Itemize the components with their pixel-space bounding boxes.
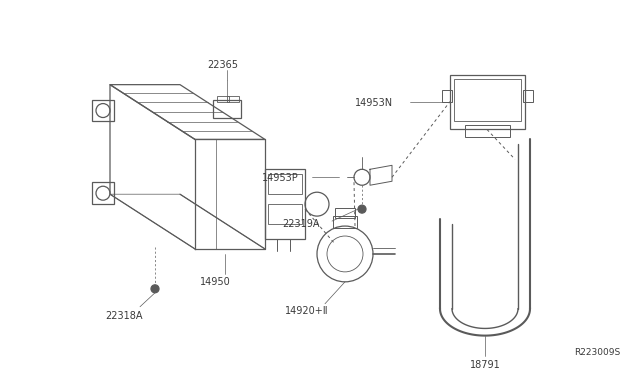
Text: 22318A: 22318A (105, 311, 143, 321)
Bar (465, 125, 510, 137)
Text: 18791: 18791 (470, 359, 500, 369)
Bar (333, 216, 357, 228)
Bar (335, 208, 355, 218)
Text: 14950: 14950 (200, 277, 231, 287)
Text: 14920+Ⅱ: 14920+Ⅱ (285, 306, 328, 316)
Bar (217, 96, 229, 102)
Bar (92, 100, 114, 122)
Bar (268, 174, 302, 194)
Bar (442, 90, 452, 102)
Bar (454, 78, 521, 122)
Bar (227, 96, 239, 102)
Circle shape (151, 285, 159, 293)
Circle shape (358, 205, 366, 213)
Bar (265, 169, 305, 239)
Text: 22365: 22365 (207, 60, 238, 70)
Bar (523, 90, 533, 102)
Bar (268, 204, 302, 224)
Bar (213, 100, 241, 118)
Bar (450, 75, 525, 129)
Bar (92, 182, 114, 204)
Text: 14953N: 14953N (355, 97, 393, 108)
Text: 22319A: 22319A (282, 219, 319, 229)
Text: 14953P: 14953P (262, 173, 299, 183)
Text: R223009S: R223009S (573, 347, 620, 356)
